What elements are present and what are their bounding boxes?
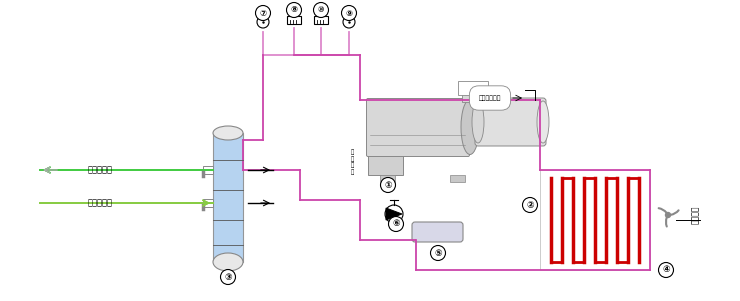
Bar [368,110,403,175]
Bar [213,133,243,262]
Ellipse shape [213,126,243,140]
Circle shape [286,2,301,17]
FancyBboxPatch shape [412,222,463,242]
Circle shape [341,5,357,20]
Ellipse shape [537,101,549,143]
Text: 载冷剂流入: 载冷剂流入 [87,198,112,207]
Bar [450,175,465,182]
Circle shape [255,5,271,20]
Bar [380,175,395,182]
Text: ⑩: ⑩ [317,5,324,14]
Ellipse shape [472,101,484,143]
Text: ⑧: ⑧ [290,5,297,14]
Ellipse shape [213,253,243,271]
Text: ⑨: ⑨ [346,8,352,17]
Text: 高压排气流向: 高压排气流向 [479,95,501,101]
Circle shape [659,262,673,278]
Bar [287,16,301,24]
Text: 风向流动: 风向流动 [690,206,699,224]
Circle shape [380,178,395,193]
Text: ⑥: ⑥ [392,219,400,228]
Bar [203,199,213,207]
Text: 载冷剂出口: 载冷剂出口 [87,166,112,175]
FancyBboxPatch shape [475,98,546,146]
Circle shape [385,205,403,223]
Text: ②: ② [526,200,534,209]
Circle shape [221,269,235,284]
Bar [314,16,328,24]
Bar [462,92,484,102]
Text: ④: ④ [662,265,670,275]
Ellipse shape [461,100,479,154]
Text: ③: ③ [224,272,232,281]
Circle shape [388,216,403,231]
Text: 低
压
吸
气: 低 压 吸 气 [350,149,354,175]
Circle shape [314,2,329,17]
Circle shape [257,16,269,28]
Circle shape [522,197,537,213]
Circle shape [343,16,355,28]
Bar [540,170,650,270]
Text: ⑦: ⑦ [260,8,266,17]
FancyBboxPatch shape [366,98,469,157]
Polygon shape [386,208,402,220]
Text: ⑤: ⑤ [434,249,442,257]
Bar [203,166,213,174]
Circle shape [431,246,445,260]
Bar [458,81,488,95]
Circle shape [665,213,670,218]
Text: ①: ① [384,181,391,190]
